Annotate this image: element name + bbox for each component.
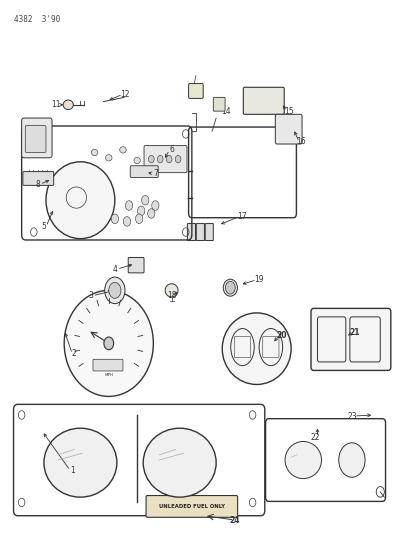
Ellipse shape [134, 157, 140, 164]
Circle shape [109, 282, 121, 298]
Circle shape [175, 156, 181, 163]
Circle shape [166, 156, 172, 163]
Text: 23: 23 [347, 411, 357, 421]
Circle shape [226, 281, 235, 294]
FancyBboxPatch shape [188, 84, 203, 99]
Ellipse shape [63, 100, 73, 110]
Ellipse shape [106, 155, 112, 161]
Circle shape [142, 196, 149, 205]
Text: 15: 15 [284, 107, 294, 116]
FancyBboxPatch shape [146, 496, 237, 518]
Text: 19: 19 [254, 275, 264, 284]
Text: 7: 7 [153, 169, 158, 178]
Text: 20: 20 [277, 331, 287, 340]
FancyBboxPatch shape [23, 172, 54, 185]
Circle shape [157, 156, 163, 163]
Circle shape [137, 206, 145, 216]
Text: 4382  3'90: 4382 3'90 [13, 14, 60, 23]
Text: 4: 4 [113, 265, 117, 273]
FancyBboxPatch shape [205, 223, 213, 240]
FancyBboxPatch shape [128, 257, 144, 273]
Text: 24: 24 [229, 516, 239, 525]
Ellipse shape [223, 279, 237, 296]
Circle shape [104, 337, 114, 350]
Ellipse shape [44, 428, 117, 497]
FancyBboxPatch shape [311, 309, 391, 370]
Text: 6: 6 [169, 146, 174, 155]
Text: 8: 8 [35, 180, 40, 189]
FancyBboxPatch shape [93, 359, 123, 371]
Text: 1: 1 [70, 466, 75, 475]
Text: 13: 13 [191, 86, 201, 95]
Ellipse shape [64, 290, 153, 397]
Text: 22: 22 [310, 433, 320, 442]
Text: 5: 5 [42, 222, 47, 231]
FancyBboxPatch shape [25, 125, 46, 152]
FancyBboxPatch shape [213, 98, 225, 111]
Text: 12: 12 [120, 90, 130, 99]
Circle shape [105, 277, 125, 304]
Ellipse shape [91, 149, 98, 156]
Text: 10: 10 [28, 135, 38, 144]
Ellipse shape [46, 162, 115, 239]
Ellipse shape [143, 428, 216, 497]
Text: 21: 21 [350, 328, 360, 337]
Text: 2: 2 [72, 350, 77, 359]
Text: 18: 18 [167, 291, 176, 300]
Circle shape [123, 216, 131, 226]
Circle shape [148, 209, 155, 218]
Text: 14: 14 [222, 107, 231, 116]
Circle shape [125, 201, 133, 211]
FancyBboxPatch shape [22, 118, 52, 158]
Ellipse shape [339, 443, 365, 477]
Ellipse shape [285, 441, 322, 479]
FancyBboxPatch shape [130, 166, 158, 177]
Circle shape [149, 156, 154, 163]
Ellipse shape [222, 313, 291, 384]
Text: MPH: MPH [104, 373, 113, 377]
Ellipse shape [120, 147, 126, 153]
Circle shape [135, 214, 143, 223]
Circle shape [111, 214, 118, 223]
Text: UNLEADED FUEL ONLY: UNLEADED FUEL ONLY [159, 504, 225, 509]
FancyBboxPatch shape [144, 146, 187, 173]
Ellipse shape [165, 284, 178, 297]
Text: 11: 11 [51, 100, 61, 109]
FancyBboxPatch shape [243, 87, 284, 114]
FancyBboxPatch shape [196, 223, 204, 240]
Text: 3: 3 [88, 291, 93, 300]
Text: 16: 16 [297, 138, 306, 147]
FancyBboxPatch shape [187, 223, 195, 240]
Circle shape [152, 201, 159, 211]
FancyBboxPatch shape [275, 114, 302, 144]
Text: 17: 17 [238, 212, 247, 221]
